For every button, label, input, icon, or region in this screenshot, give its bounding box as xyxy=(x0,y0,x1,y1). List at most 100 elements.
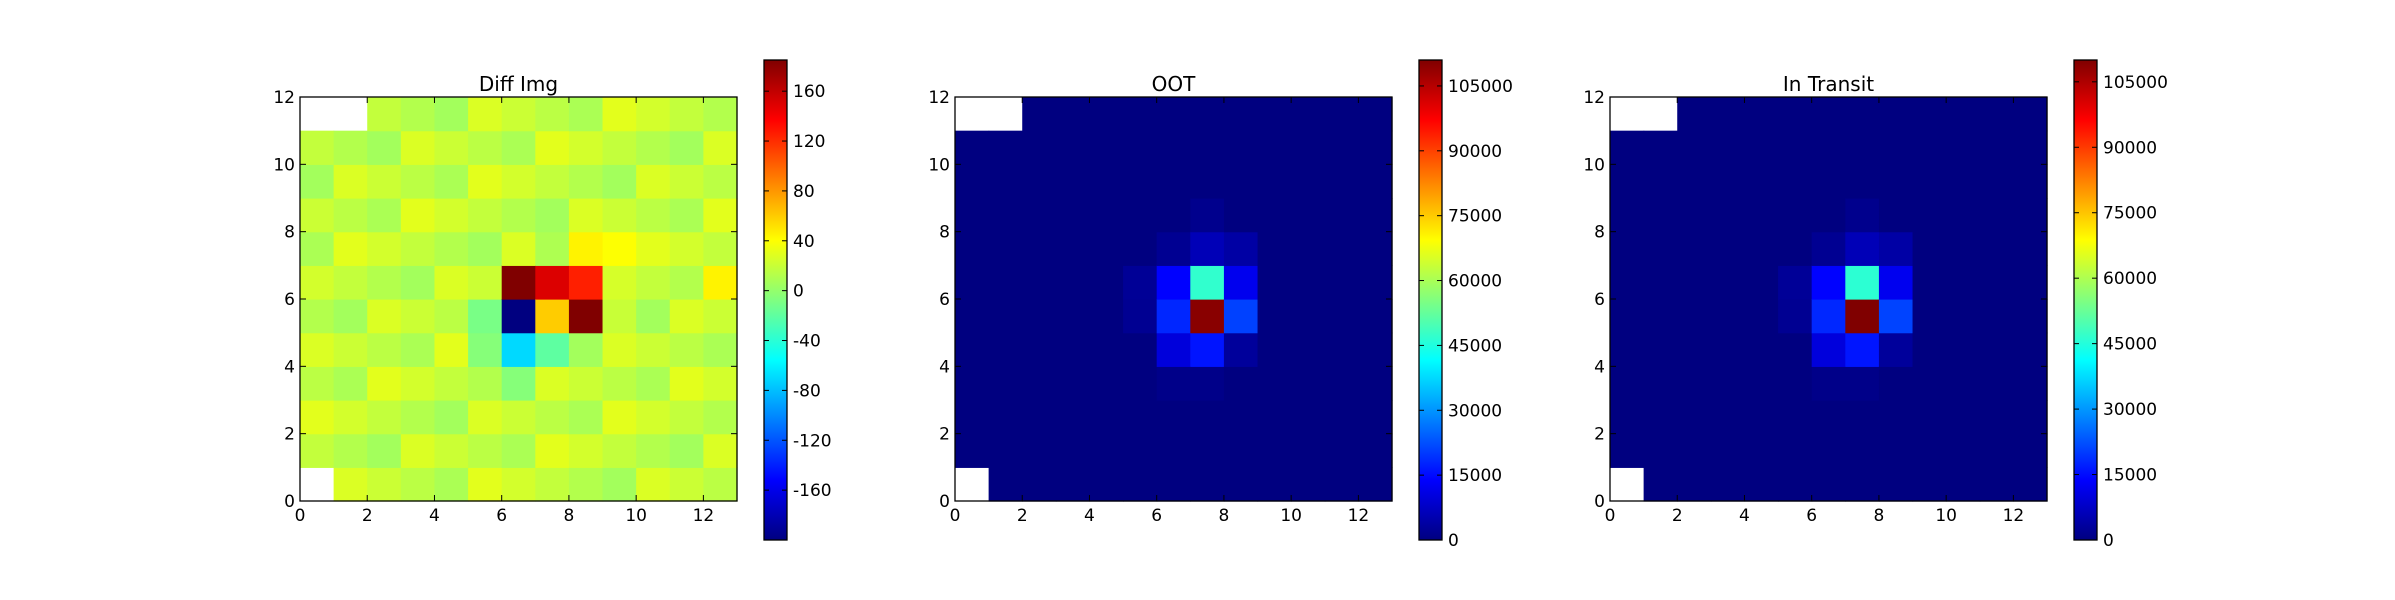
heatmap-cell xyxy=(1845,164,1880,199)
heatmap-cell xyxy=(468,231,503,266)
heatmap-cell xyxy=(1156,299,1191,334)
heatmap-cell xyxy=(1744,164,1779,199)
heatmap-cell xyxy=(535,400,570,435)
heatmap-cell xyxy=(1324,366,1359,401)
heatmap-cell xyxy=(1744,231,1779,266)
heatmap-cell xyxy=(1979,231,2014,266)
x-tick-label: 0 xyxy=(295,506,306,526)
heatmap-cell xyxy=(988,332,1023,367)
heatmap-cell xyxy=(568,332,604,367)
heatmap-cell xyxy=(2013,231,2048,266)
heatmap-cell xyxy=(602,164,637,199)
heatmap-cell xyxy=(1811,366,1846,401)
heatmap-cell xyxy=(1156,366,1191,401)
heatmap-cell xyxy=(1878,467,1914,502)
heatmap-cell xyxy=(1845,332,1880,367)
heatmap-cell xyxy=(568,198,604,233)
heatmap-cell xyxy=(1610,231,1645,266)
heatmap-cell xyxy=(501,97,536,132)
y-tick-label: 8 xyxy=(1594,223,1605,243)
colorbar-tick-label: 75000 xyxy=(2103,204,2157,224)
heatmap-cell xyxy=(1744,366,1779,401)
heatmap-cell xyxy=(1022,231,1057,266)
heatmap-cell xyxy=(535,299,570,334)
heatmap-cell xyxy=(703,231,738,266)
heatmap-cell xyxy=(1979,97,2014,132)
heatmap-cell xyxy=(1811,97,1846,132)
heatmap-cell xyxy=(1710,433,1746,468)
heatmap-cell xyxy=(1744,299,1779,334)
panel-in-transit: In Transit 0 2 4 6 8 10 12 0 2 4 6 8 10 12 0 15000 300… xyxy=(1583,59,2168,551)
heatmap-cell xyxy=(1257,400,1292,435)
heatmap-cell xyxy=(636,467,671,502)
heatmap-cell xyxy=(1358,366,1393,401)
heatmap-cell xyxy=(1022,400,1057,435)
heatmap-cell xyxy=(367,467,402,502)
heatmap-cell xyxy=(1811,299,1846,334)
heatmap-cell xyxy=(568,130,604,165)
heatmap-cell xyxy=(333,265,368,300)
heatmap-cell xyxy=(1912,433,1947,468)
heatmap-cell xyxy=(1643,433,1678,468)
heatmap-cell xyxy=(1610,265,1645,300)
heatmap-cell xyxy=(1022,164,1057,199)
heatmap-cell xyxy=(1878,299,1914,334)
heatmap-cell xyxy=(1022,265,1057,300)
heatmap-cell xyxy=(955,231,990,266)
heatmap-cell xyxy=(1257,130,1292,165)
heatmap-cell xyxy=(568,400,604,435)
heatmap-cell xyxy=(1022,97,1057,132)
heatmap-cell xyxy=(400,332,436,367)
y-tick-label: 8 xyxy=(939,223,950,243)
heatmap-cell xyxy=(1156,265,1191,300)
heatmap-cell xyxy=(955,265,990,300)
heatmap-cell xyxy=(1778,433,1813,468)
x-tick-label: 4 xyxy=(1084,506,1095,526)
colorbar-tick-label: -80 xyxy=(793,381,821,401)
panel-title: In Transit xyxy=(1783,72,1874,96)
heatmap-cell xyxy=(1055,332,1091,367)
heatmap-cell xyxy=(501,332,536,367)
heatmap-cell xyxy=(1811,265,1846,300)
heatmap-cell xyxy=(1156,164,1191,199)
heatmap-cell xyxy=(468,130,503,165)
heatmap-cell xyxy=(434,231,469,266)
x-tick-label: 8 xyxy=(1219,506,1230,526)
heatmap-cell xyxy=(1089,400,1124,435)
heatmap-cell xyxy=(1022,198,1057,233)
colorbar-tick-label: 40 xyxy=(793,232,815,252)
heatmap-cell xyxy=(1677,164,1712,199)
heatmap-cell xyxy=(1845,265,1880,300)
heatmap-cell xyxy=(1223,130,1259,165)
heatmap-cell xyxy=(1223,97,1259,132)
colorbar-tick-label: 60000 xyxy=(1448,272,1502,292)
x-tick-label: 6 xyxy=(1806,506,1817,526)
heatmap-cell xyxy=(535,332,570,367)
heatmap-cell xyxy=(2013,400,2048,435)
heatmap-cell xyxy=(1055,400,1091,435)
heatmap-cell xyxy=(1190,97,1225,132)
heatmap-cell xyxy=(1811,332,1846,367)
panel-title: Diff Img xyxy=(479,72,558,96)
heatmap-cell xyxy=(703,97,738,132)
heatmap-cell xyxy=(1946,433,1981,468)
y-tick-label: 4 xyxy=(284,357,295,377)
heatmap-cell xyxy=(434,433,469,468)
heatmap-cell xyxy=(535,231,570,266)
heatmap-cell xyxy=(988,467,1023,502)
heatmap-cell xyxy=(1979,164,2014,199)
heatmap-cell xyxy=(501,265,536,300)
heatmap-cell xyxy=(1190,130,1225,165)
heatmap-cell xyxy=(333,366,368,401)
heatmap-cell xyxy=(568,366,604,401)
y-tick-label: 10 xyxy=(928,155,950,175)
heatmap-cell xyxy=(1291,130,1326,165)
heatmap-cell xyxy=(1610,433,1645,468)
heatmap-cell xyxy=(400,299,436,334)
heatmap-cell xyxy=(1610,366,1645,401)
heatmap-cell xyxy=(1324,198,1359,233)
heatmap-cell xyxy=(1946,231,1981,266)
heatmap-cell xyxy=(1946,400,1981,435)
colorbar-tick-label: -120 xyxy=(793,431,832,451)
heatmap-cell xyxy=(1710,332,1746,367)
